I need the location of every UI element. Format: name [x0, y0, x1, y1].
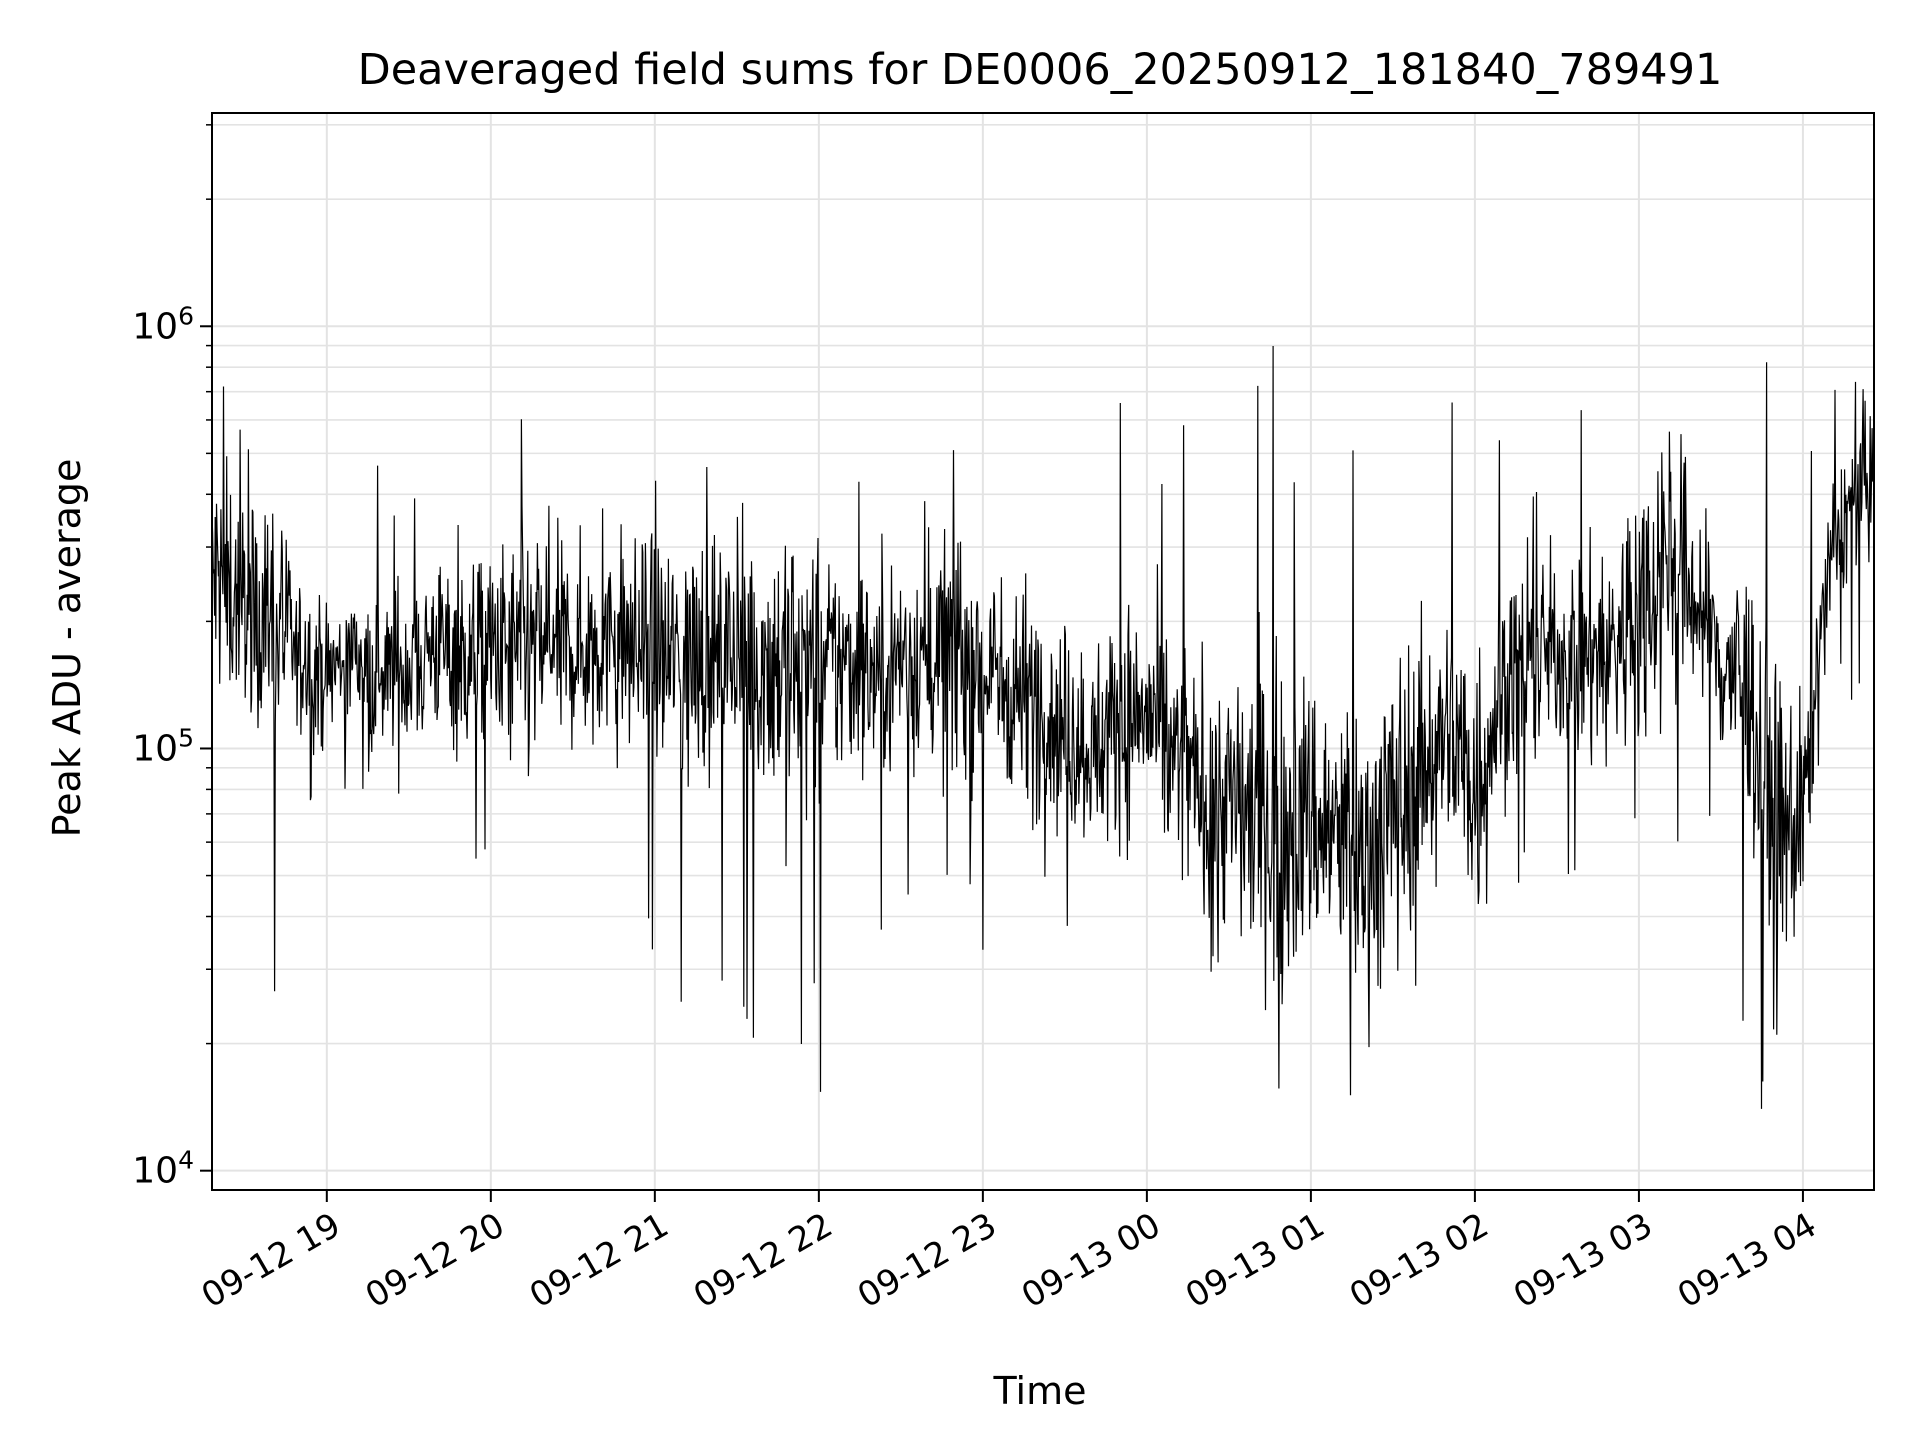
- chart-title: Deaveraged field sums for DE0006_2025091…: [358, 45, 1723, 95]
- plot-frame: [211, 112, 1875, 1191]
- y-axis: 104 105 106: [132, 124, 212, 1192]
- y-tick-label: 104: [132, 1146, 194, 1192]
- series-line: [211, 345, 1875, 1109]
- plot-area: [211, 345, 1875, 1109]
- grid-lines: [212, 113, 1874, 1190]
- x-axis-label: Time: [993, 1369, 1087, 1413]
- y-tick-label: 105: [132, 723, 194, 769]
- y-axis-label: Peak ADU - average: [45, 459, 89, 838]
- y-tick-label: 106: [132, 301, 194, 347]
